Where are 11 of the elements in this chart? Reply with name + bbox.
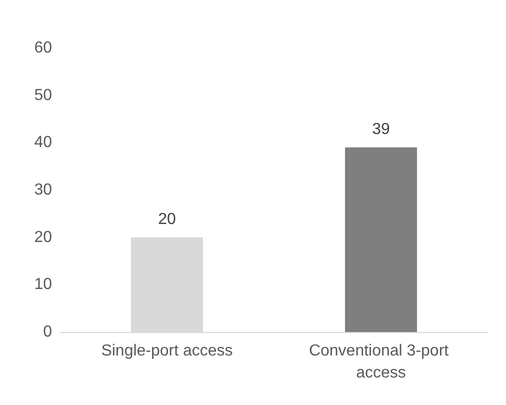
y-tick-label: 30: [34, 182, 52, 198]
x-tick-label: Single-port access: [101, 342, 233, 360]
y-tick-label: 50: [34, 86, 52, 104]
y-tick-label: 40: [34, 134, 52, 152]
y-tick-label: 10: [34, 276, 52, 294]
y-tick-label: 60: [34, 40, 52, 56]
y-tick-label: 20: [34, 228, 52, 246]
x-tick-label: Conventional 3-port access: [308, 342, 454, 382]
data-label: 20: [158, 210, 176, 228]
data-label: 39: [372, 120, 390, 138]
y-tick-label: 0: [43, 324, 52, 340]
